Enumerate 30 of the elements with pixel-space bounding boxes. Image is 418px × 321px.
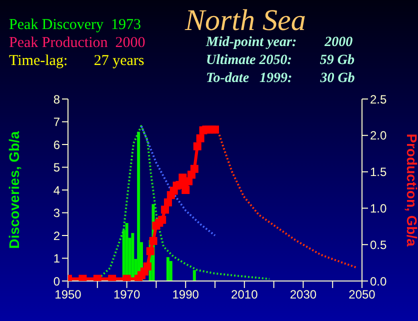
y2-axis-title: Production, Gb/a xyxy=(404,134,418,247)
x-tick-label: 1970 xyxy=(113,288,140,302)
text: Time-lag: 27 years xyxy=(9,53,144,70)
text: To-date 1999: 30 Gb xyxy=(206,71,355,87)
y2-tick-label: 1.0 xyxy=(370,201,388,216)
chart-title: North Sea xyxy=(185,4,306,37)
x-tick-label: 1990 xyxy=(172,288,200,302)
y-tick-label: 8 xyxy=(53,92,60,106)
text: Ultimate 2050: 59 Gb xyxy=(206,53,355,69)
y-tick-label: 4 xyxy=(53,183,60,198)
x-tick-label: 1950 xyxy=(54,288,82,302)
y2-tick-label: 2.0 xyxy=(370,128,388,143)
y-tick-label: 7 xyxy=(53,115,60,130)
x-tick-label: 2050 xyxy=(348,288,376,302)
x-tick-label: 2010 xyxy=(231,288,258,302)
y-tick-label: 1 xyxy=(53,252,60,266)
y2-tick-label: 0.5 xyxy=(370,238,388,252)
y-tick-label: 3 xyxy=(53,206,60,220)
y-tick-label: 6 xyxy=(53,138,60,152)
y-tick-label: 5 xyxy=(53,160,60,175)
y-axis-title: Discoveries, Gb/a xyxy=(6,131,22,249)
y2-tick-label: 2.5 xyxy=(370,92,388,106)
x-tick-label: 2030 xyxy=(290,288,317,302)
y-tick-label: 2 xyxy=(53,228,60,243)
text: Mid-point year: 2000 xyxy=(206,35,353,51)
y-tick-label: 0 xyxy=(53,274,60,288)
text: Peak Production 2000 xyxy=(9,35,146,52)
text: Peak Discovery 1973 xyxy=(9,17,142,34)
y2-tick-label: 1.5 xyxy=(370,165,388,180)
y2-tick-label: 0.0 xyxy=(370,274,388,288)
